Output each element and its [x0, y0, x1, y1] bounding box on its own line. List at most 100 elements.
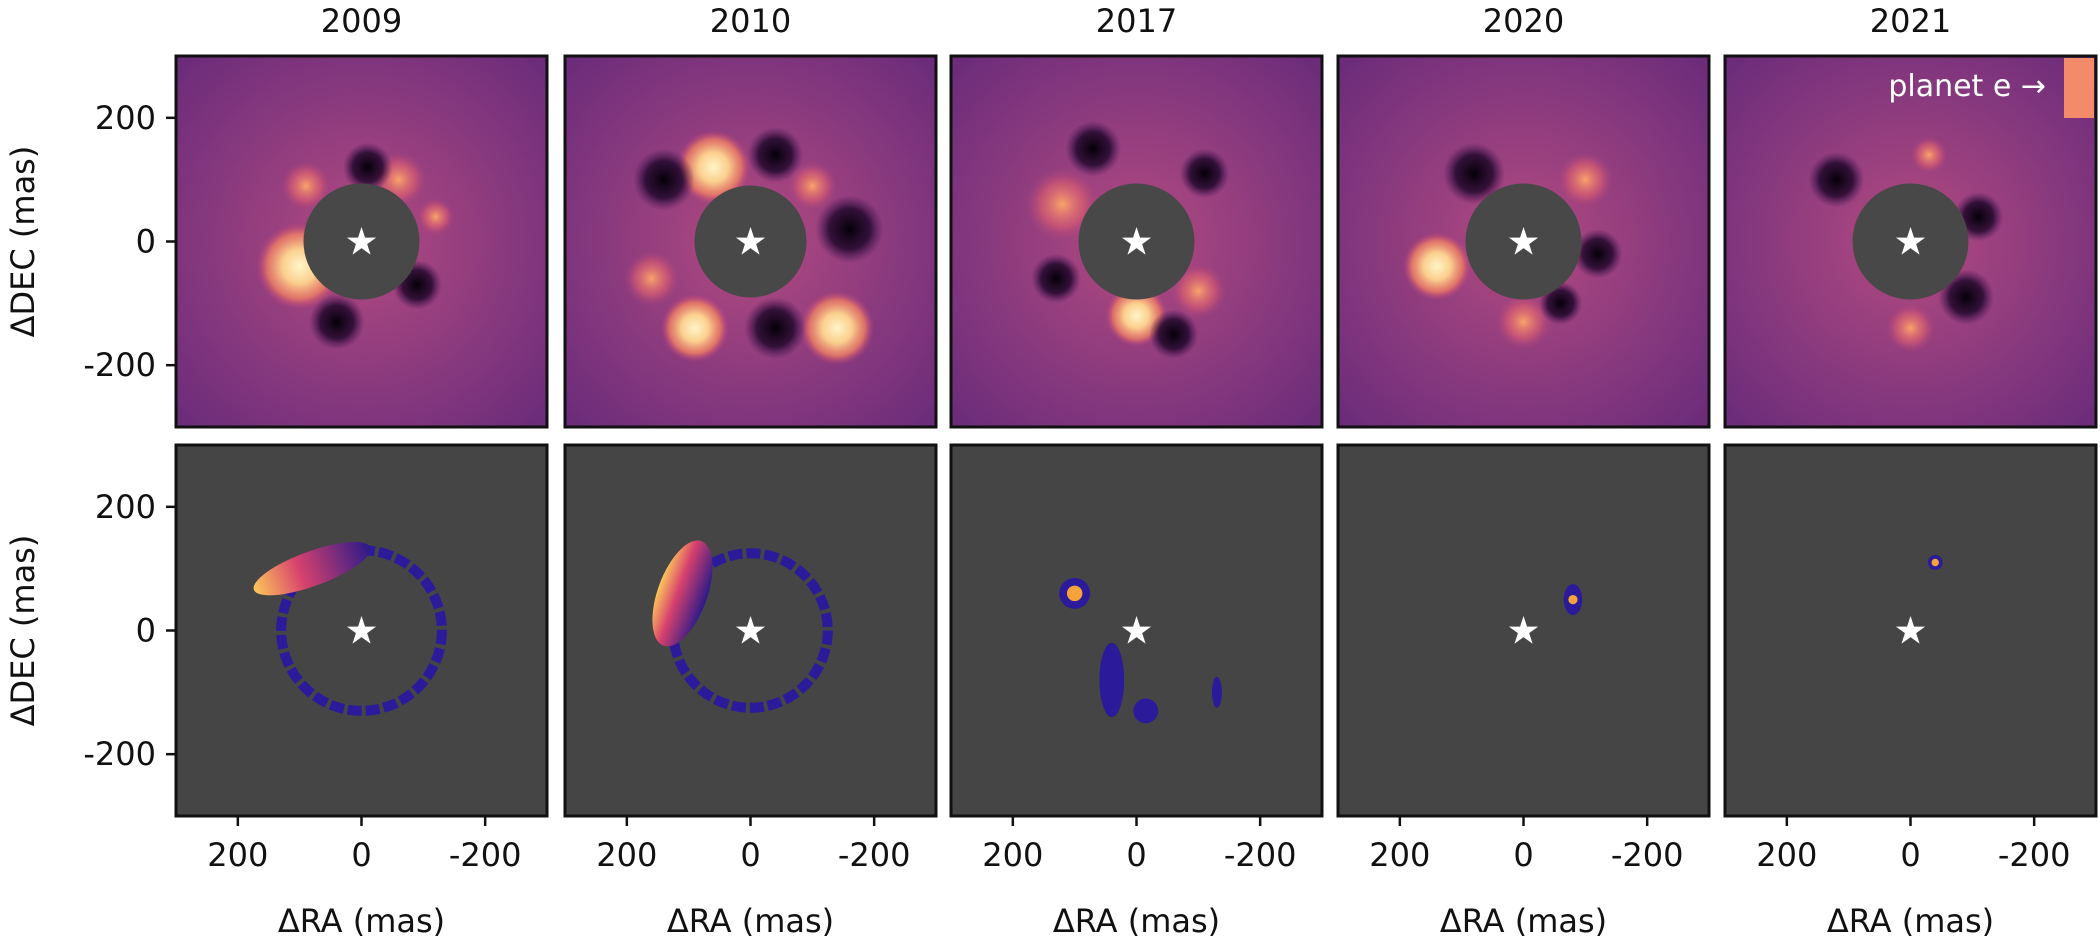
residual-feature — [1031, 253, 1081, 304]
x-tick-label: 200 — [207, 836, 268, 874]
x-tick-label: -200 — [1998, 836, 2071, 874]
residual-panel-2010: ★ — [563, 54, 938, 429]
x-tick-label: -200 — [1611, 836, 1684, 874]
residual-feature — [623, 250, 680, 307]
column-title-2010: 2010 — [710, 2, 791, 40]
residual-panel-2017: ★ — [949, 54, 1324, 429]
star-icon: ★ — [1119, 609, 1153, 653]
residual-feature — [747, 127, 804, 183]
y-tick-label: 0 — [136, 223, 156, 261]
column-title-2020: 2020 — [1483, 2, 1564, 40]
star-icon: ★ — [1119, 220, 1153, 264]
column-title-2017: 2017 — [1096, 2, 1177, 40]
coronagraph-mask — [1852, 183, 1969, 300]
star-icon: ★ — [733, 220, 767, 264]
planet-e-annotation: planet e → — [1888, 69, 2046, 104]
coronagraph-mask — [694, 185, 807, 298]
residual-feature — [1808, 151, 1865, 208]
residual-feature — [744, 297, 807, 359]
residual-feature — [308, 294, 365, 350]
x-axis-label: ΔRA (mas) — [1053, 902, 1220, 940]
detection-background — [1725, 445, 2096, 816]
detection-background — [565, 445, 936, 816]
star-icon: ★ — [344, 220, 378, 264]
residual-feature — [1148, 309, 1199, 359]
x-tick-label: 0 — [740, 836, 760, 874]
x-tick-label: 0 — [1126, 836, 1146, 874]
panel-frame — [1336, 54, 1711, 429]
detection-blob — [1211, 676, 1222, 708]
detection-panel-2017: ★ — [949, 443, 1324, 818]
x-tick-label: 200 — [596, 836, 657, 874]
residual-feature — [660, 294, 729, 363]
coronagraph-mask — [303, 183, 420, 300]
star-icon: ★ — [1506, 609, 1540, 653]
residual-feature — [787, 161, 838, 211]
x-tick-label: 200 — [1369, 836, 1430, 874]
planet-e-signal — [2064, 58, 2094, 118]
star-icon: ★ — [1506, 220, 1540, 264]
column-title-2021: 2021 — [1870, 2, 1951, 40]
detection-peak — [1931, 558, 1939, 567]
panel-frame — [1723, 54, 2098, 429]
residual-feature — [417, 198, 455, 236]
residual-feature — [1910, 136, 1948, 174]
detection-panel-2010: ★ — [563, 443, 938, 818]
residual-feature — [1065, 120, 1122, 177]
residual-feature — [633, 148, 695, 211]
coronagraph-mask — [1078, 183, 1195, 300]
detection-blob — [1133, 698, 1159, 724]
star-icon: ★ — [344, 609, 378, 653]
residual-panel-2020: ★ — [1336, 54, 1711, 429]
y-axis-label: ΔDEC (mas) — [4, 535, 42, 727]
residual-feature — [1885, 303, 1936, 353]
x-axis-label: ΔRA (mas) — [1827, 902, 1994, 940]
y-tick-label: -200 — [83, 346, 156, 384]
residual-feature — [281, 161, 331, 211]
detection-peak — [1066, 585, 1083, 602]
residual-feature — [1170, 263, 1227, 319]
residual-feature — [1179, 148, 1230, 199]
residual-feature — [342, 142, 393, 193]
x-tick-label: 200 — [1756, 836, 1817, 874]
x-tick-label: -200 — [1224, 836, 1297, 874]
x-axis-label: ΔRA (mas) — [667, 902, 834, 940]
x-axis-label: ΔRA (mas) — [1440, 902, 1607, 940]
x-tick-label: -200 — [449, 836, 522, 874]
y-axis-label: ΔDEC (mas) — [4, 146, 42, 338]
x-tick-label: 200 — [982, 836, 1043, 874]
residual-feature — [799, 290, 875, 366]
residual-feature — [1443, 142, 1505, 205]
x-tick-label: 0 — [1513, 836, 1533, 874]
detection-background — [176, 445, 547, 816]
star-icon: ★ — [1893, 220, 1927, 264]
x-tick-label: 0 — [1900, 836, 1920, 874]
y-tick-label: 200 — [95, 99, 156, 137]
detection-arc — [652, 540, 713, 647]
star-icon: ★ — [1893, 609, 1927, 653]
column-title-2009: 2009 — [321, 2, 402, 40]
detection-background — [951, 445, 1322, 816]
detection-background — [1338, 445, 1709, 816]
residual-feature — [1025, 167, 1100, 242]
residual-panel-2021: ★ — [1723, 54, 2098, 429]
residual-feature — [1402, 232, 1471, 301]
detection-panel-2021: ★ — [1723, 443, 2098, 818]
x-tick-label: -200 — [838, 836, 911, 874]
residual-panel-2009: ★ — [174, 54, 549, 429]
x-axis-label: ΔRA (mas) — [278, 902, 445, 940]
panel-frame — [949, 54, 1324, 429]
star-icon: ★ — [733, 609, 767, 653]
residual-feature — [815, 195, 884, 264]
detection-peak — [1568, 594, 1578, 605]
panels: ★ ★ ★ ★ ★ ★ ★ ★ ★ ★ — [174, 54, 2098, 818]
detection-panel-2009: ★ — [174, 443, 549, 818]
y-tick-label: 0 — [136, 612, 156, 650]
residual-feature — [1938, 269, 1994, 325]
residual-feature — [1572, 229, 1623, 279]
detection-blob — [1099, 642, 1125, 718]
residual-feature — [1557, 151, 1614, 208]
y-tick-label: 200 — [95, 488, 156, 526]
